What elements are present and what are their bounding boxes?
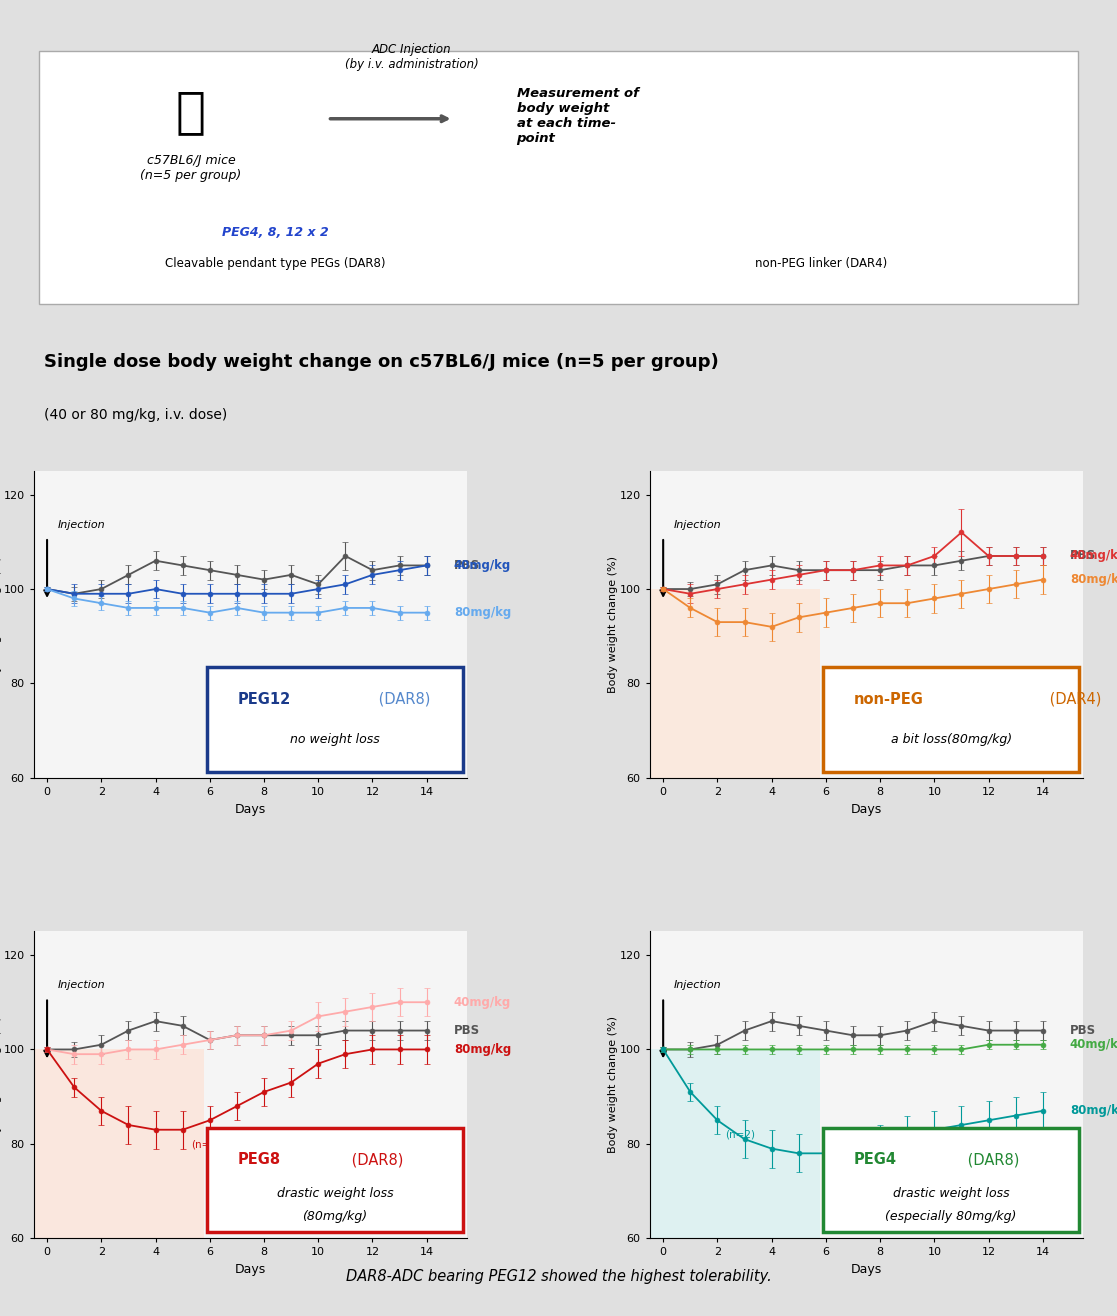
Text: Injection: Injection xyxy=(674,520,722,530)
Text: Single dose body weight change on c57BL6/J mice (n=5 per group): Single dose body weight change on c57BL6… xyxy=(44,353,718,371)
Text: 80mg/kg: 80mg/kg xyxy=(1070,1104,1117,1117)
X-axis label: Days: Days xyxy=(235,1263,266,1277)
Text: PEG4, 8, 12 x 2: PEG4, 8, 12 x 2 xyxy=(221,226,328,240)
Text: (80mg/kg): (80mg/kg) xyxy=(303,1211,367,1224)
Text: ADC Injection
(by i.v. administration): ADC Injection (by i.v. administration) xyxy=(345,43,478,71)
Text: (DAR8): (DAR8) xyxy=(374,692,430,707)
Text: non-PEG: non-PEG xyxy=(853,692,924,707)
FancyBboxPatch shape xyxy=(823,1128,1079,1232)
Text: (n=2): (n=2) xyxy=(726,1129,755,1140)
Y-axis label: Body weight change (%): Body weight change (%) xyxy=(608,1016,618,1153)
Text: Injection: Injection xyxy=(58,520,105,530)
Text: 40mg/kg: 40mg/kg xyxy=(454,996,512,1009)
Text: non-PEG linker (DAR4): non-PEG linker (DAR4) xyxy=(755,257,887,270)
X-axis label: Days: Days xyxy=(851,1263,882,1277)
Text: PEG8: PEG8 xyxy=(238,1153,280,1167)
Bar xyxy=(39,51,1078,304)
Text: Cleavable pendant type PEGs (DAR8): Cleavable pendant type PEGs (DAR8) xyxy=(164,257,385,270)
Text: drastic weight loss: drastic weight loss xyxy=(277,1187,393,1200)
Y-axis label: Body weight change (%): Body weight change (%) xyxy=(0,555,2,694)
Text: PBS: PBS xyxy=(454,1024,480,1037)
Y-axis label: Body weight change (%): Body weight change (%) xyxy=(608,555,618,694)
Y-axis label: Body weight change (%): Body weight change (%) xyxy=(0,1016,2,1153)
Text: PEG4: PEG4 xyxy=(853,1153,897,1167)
Text: 40mg/kg: 40mg/kg xyxy=(1070,550,1117,562)
Text: PBS: PBS xyxy=(1070,1024,1096,1037)
Bar xyxy=(34,1049,203,1238)
Bar xyxy=(650,1049,820,1238)
Text: no weight loss: no weight loss xyxy=(290,733,380,746)
Text: drastic weight loss: drastic weight loss xyxy=(892,1187,1010,1200)
FancyBboxPatch shape xyxy=(207,1128,464,1232)
Text: 🐁: 🐁 xyxy=(176,88,206,137)
X-axis label: Days: Days xyxy=(235,803,266,816)
Text: (40 or 80 mg/kg, i.v. dose): (40 or 80 mg/kg, i.v. dose) xyxy=(44,408,227,422)
Bar xyxy=(650,590,820,778)
Text: PBS: PBS xyxy=(1070,550,1096,562)
FancyBboxPatch shape xyxy=(823,667,1079,771)
Text: 40mg/kg: 40mg/kg xyxy=(1070,1038,1117,1051)
Text: Measurement of
body weight
at each time-
point: Measurement of body weight at each time-… xyxy=(516,87,639,145)
Text: c57BL6/J mice
(n=5 per group): c57BL6/J mice (n=5 per group) xyxy=(141,154,241,182)
X-axis label: Days: Days xyxy=(851,803,882,816)
Text: a bit loss(80mg/kg): a bit loss(80mg/kg) xyxy=(890,733,1012,746)
Text: 80mg/kg: 80mg/kg xyxy=(454,1044,512,1055)
Text: 80mg/kg: 80mg/kg xyxy=(454,607,512,619)
Text: 80mg/kg: 80mg/kg xyxy=(1070,572,1117,586)
Text: (especially 80mg/kg): (especially 80mg/kg) xyxy=(886,1211,1016,1224)
Text: Injection: Injection xyxy=(674,980,722,991)
Text: (DAR4): (DAR4) xyxy=(1044,692,1101,707)
Text: PBS: PBS xyxy=(454,559,480,572)
Text: 40mg/kg: 40mg/kg xyxy=(454,559,512,572)
Text: PEG12: PEG12 xyxy=(238,692,290,707)
Text: DAR8-ADC bearing PEG12 showed the highest tolerability.: DAR8-ADC bearing PEG12 showed the highes… xyxy=(345,1269,772,1284)
Text: Injection: Injection xyxy=(58,980,105,991)
Text: (n=2): (n=2) xyxy=(191,1140,221,1149)
Text: (DAR8): (DAR8) xyxy=(346,1153,403,1167)
FancyBboxPatch shape xyxy=(207,667,464,771)
Text: (DAR8): (DAR8) xyxy=(963,1153,1019,1167)
